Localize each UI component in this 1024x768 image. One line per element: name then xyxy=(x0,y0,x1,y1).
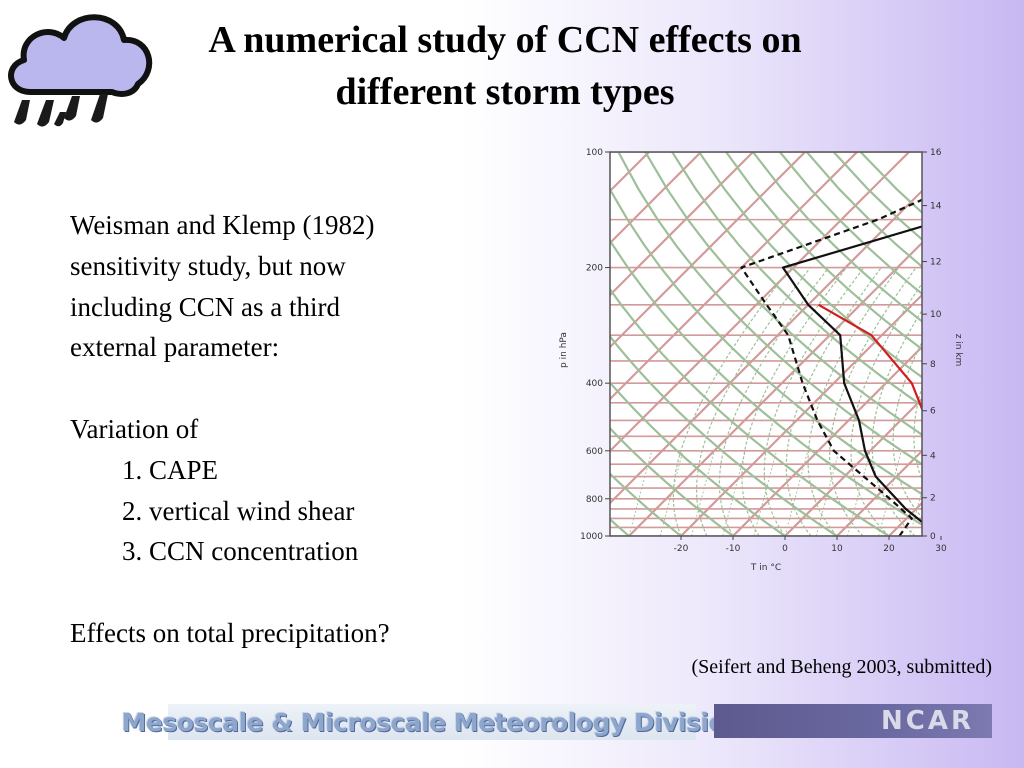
mixing-ratio-line xyxy=(815,450,840,536)
pressure-tick-label: 400 xyxy=(586,379,603,389)
spacer xyxy=(70,572,500,613)
body-line-4: external parameter: xyxy=(70,332,280,363)
sounding-series xyxy=(740,198,922,536)
mmm-division-logo-text: Mesoscale & Microscale Meteorology Divis… xyxy=(121,707,743,737)
axis-ticks: 100 200 400 600 800 1000 0 2 4 6 8 10 12 14 16 -20 -10 0 1… xyxy=(580,148,947,554)
mixing-ratio-line xyxy=(753,450,778,536)
isotherm-line xyxy=(610,152,858,401)
moist-adiabat-line xyxy=(785,267,882,536)
height-tick-label: 6 xyxy=(930,407,936,417)
height-tick-label: 4 xyxy=(930,451,936,461)
variation-heading: Variation of xyxy=(70,413,199,444)
isotherm-line xyxy=(610,152,702,245)
dry-adiabat-line xyxy=(610,472,682,536)
slide-body: Weisman and Klemp (1982) sensitivity stu… xyxy=(70,205,500,654)
dry-adiabat-line xyxy=(610,426,734,536)
ncar-logo: NCAR xyxy=(714,704,992,738)
y2-axis-label: z in km xyxy=(953,334,963,367)
pressure-tick-label: 600 xyxy=(586,447,603,457)
body-line-1: Weisman and Klemp (1982) xyxy=(70,210,375,240)
plot-frame xyxy=(609,151,923,537)
height-tick-label: 10 xyxy=(930,310,942,320)
sounding-series-3 xyxy=(818,303,922,510)
pressure-tick-label: 200 xyxy=(586,264,603,274)
temperature-tick-label: 20 xyxy=(883,544,895,554)
isotherm-line xyxy=(610,152,806,349)
mixing-ratio-line xyxy=(784,450,809,536)
skew-t-diagram: 100 200 400 600 800 1000 0 2 4 6 8 10 12 14 16 -20 -10 0 1… xyxy=(552,140,964,580)
dry-adiabat-line xyxy=(617,152,922,466)
sounding-series-2 xyxy=(740,198,922,536)
mixing-ratio-line xyxy=(628,450,653,536)
dry-adiabat-line xyxy=(610,187,922,496)
moist-adiabat-line xyxy=(892,341,922,519)
moist-adiabat-line xyxy=(741,267,847,536)
isotherm-line xyxy=(628,241,922,536)
list-item-ccn: 3. CCN concentration xyxy=(122,536,359,567)
mixing-ratio-line xyxy=(659,450,684,536)
pressure-tick-label: 100 xyxy=(586,148,603,158)
moist-adiabat-line xyxy=(871,309,922,536)
isotherm-line xyxy=(610,152,754,297)
moist-adiabat-line xyxy=(913,385,922,482)
mixing-ratio-line xyxy=(722,450,746,536)
dry-adiabat-line xyxy=(752,152,922,323)
x-axis-label: T in °C xyxy=(750,563,781,573)
temperature-tick-label: -10 xyxy=(726,544,741,554)
dry-adiabat-line xyxy=(725,152,922,351)
isotherm-line xyxy=(732,345,922,536)
citation: (Seifert and Beheng 2003, submitted) xyxy=(691,656,993,678)
moist-adiabat-line xyxy=(672,267,792,536)
pressure-tick-label: 1000 xyxy=(580,532,603,542)
moist-adiabat-line xyxy=(850,282,922,536)
isotherm-line xyxy=(610,152,910,453)
height-tick-label: 8 xyxy=(930,360,936,370)
moist-adiabat-line xyxy=(718,267,830,536)
temperature-tick-label: 0 xyxy=(782,544,788,554)
dry-adiabat-line xyxy=(610,287,890,536)
dry-adiabat-line xyxy=(698,152,922,379)
pressure-tick-label: 800 xyxy=(586,495,603,505)
isotherm-line xyxy=(836,449,922,536)
list-item-wind-shear: 2. vertical wind shear xyxy=(122,495,355,526)
y-axis-label: p in hPa xyxy=(559,332,569,368)
moist-adiabat-line xyxy=(696,267,811,536)
height-tick-label: 14 xyxy=(930,202,942,212)
mixing-ratio-line xyxy=(909,488,922,536)
ncar-logo-text: NCAR xyxy=(881,706,974,736)
moist-adiabat-line xyxy=(935,268,964,536)
moist-adiabat-line xyxy=(828,267,917,536)
height-tick-label: 16 xyxy=(930,148,942,158)
temperature-tick-label: 30 xyxy=(935,544,947,554)
title-line-1: A numerical study of CCN effects on xyxy=(208,19,802,61)
mixing-ratio-line xyxy=(690,450,715,536)
height-tick-label: 0 xyxy=(930,532,936,542)
slide-title: A numerical study of CCN effects on diff… xyxy=(175,14,835,118)
moist-adiabat-line xyxy=(763,267,865,536)
mmm-division-logo: Mesoscale & Microscale Meteorology Divis… xyxy=(122,704,743,740)
body-line-2: sensitivity study, but now xyxy=(70,250,346,281)
mixing-ratio-line xyxy=(941,451,964,536)
mixing-ratio-line xyxy=(846,450,871,536)
title-line-2: different storm types xyxy=(335,71,675,113)
temperature-tick-label: -20 xyxy=(674,544,689,554)
isotherm-line xyxy=(784,397,922,536)
height-tick-label: 12 xyxy=(930,258,941,268)
sounding-series-1 xyxy=(781,225,922,524)
body-line-3: including CCN as a third xyxy=(70,291,340,322)
spacer xyxy=(70,368,500,409)
dry-adiabat-line xyxy=(610,334,838,536)
rain-cloud-icon xyxy=(0,0,165,135)
precipitation-question: Effects on total precipitation? xyxy=(70,617,390,648)
isotherm-line xyxy=(680,293,922,536)
dry-adiabat-line xyxy=(644,152,922,437)
dry-adiabat-line xyxy=(671,152,922,408)
dry-adiabat-line xyxy=(610,238,922,526)
list-item-cape: 1. CAPE xyxy=(122,454,219,485)
background-grid xyxy=(610,152,964,536)
dry-adiabat-line xyxy=(610,381,786,536)
skew-t-svg: 100 200 400 600 800 1000 0 2 4 6 8 10 12 14 16 -20 -10 0 1… xyxy=(559,148,964,573)
temperature-tick-label: 10 xyxy=(831,544,843,554)
height-tick-label: 2 xyxy=(930,494,936,504)
